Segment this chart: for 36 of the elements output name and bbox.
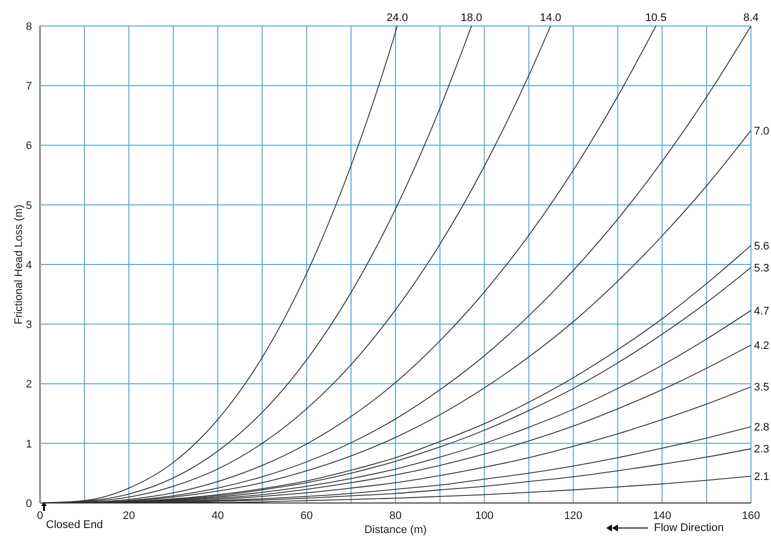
x-tick-label: 140 [652,510,672,522]
x-tick-label: 160 [742,510,760,522]
series-label: 14.0 [540,12,562,24]
y-tick-label: 6 [26,140,32,152]
x-tick-label: 60 [300,510,313,522]
y-tick-label: 7 [26,80,32,93]
x-tick-label: 40 [212,510,224,522]
x-tick-label: 120 [564,510,582,522]
y-tick-label: 4 [26,259,32,272]
y-axis-title: Frictional Head Loss (m) [12,204,25,324]
x-tick-label: 80 [389,510,402,522]
series-label: 10.5 [645,12,667,24]
series-label: 2.1 [754,471,770,484]
y-tick-label: 3 [26,319,32,332]
x-axis-title: Distance (m) [364,524,427,536]
y-tick-label: 5 [26,200,32,212]
x-tick-label: 0 [36,510,44,522]
y-tick-label: 0 [26,498,32,510]
series-label: 3.5 [754,382,770,394]
series-label: 7.0 [754,125,770,138]
series-label: 2.8 [754,422,770,434]
series-label: 4.7 [754,305,770,318]
x-tick-label: 20 [122,510,135,522]
y-tick-label: 8 [26,20,32,33]
series-label: 18.0 [460,12,482,24]
series-label: 4.2 [754,340,770,352]
y-tick-label: 1 [26,438,32,450]
series-label: 5.6 [754,240,770,252]
series-label: 5.3 [754,262,770,274]
text: Flow Direction [654,522,724,534]
series-label: 8.4 [743,12,759,24]
x-tick-label: 100 [475,510,494,522]
text: Closed End [46,519,103,531]
y-tick-label: 2 [26,378,32,391]
series-label: 24.0 [386,12,408,24]
series-label: 2.3 [754,444,770,456]
